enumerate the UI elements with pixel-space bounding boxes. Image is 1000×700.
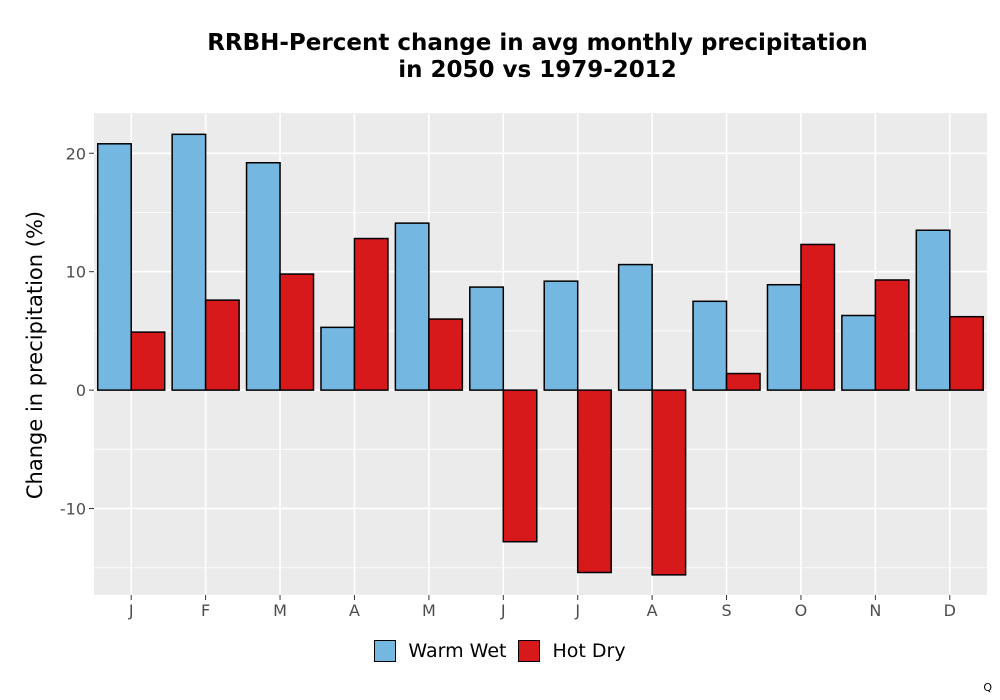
x-tick-label: J [128,601,134,620]
bar-hot-dry-11 [874,279,910,391]
y-tick-label: -10 [60,500,86,519]
bars [96,133,985,576]
bar-hot-dry-3 [279,273,315,391]
bar-hot-dry-8 [651,389,687,576]
bar-warm-wet-3 [245,161,281,391]
bar-warm-wet-4 [320,326,356,391]
x-tick-label: O [795,601,808,620]
bar-warm-wet-7 [543,280,579,391]
corner-mark: Q [983,681,992,694]
x-tick-label: F [201,601,210,620]
bar-warm-wet-8 [617,263,653,391]
legend-swatch-warm-wet [374,640,397,662]
bar-hot-dry-12 [949,315,985,391]
y-tick-label: 0 [76,381,86,400]
bar-hot-dry-10 [800,243,836,391]
legend: Warm Wet Hot Dry [0,640,1000,662]
x-tick-label: J [500,601,506,620]
bar-warm-wet-6 [469,286,505,391]
x-tick-label: N [869,601,881,620]
plot-panel [94,113,987,595]
bar-warm-wet-9 [692,300,728,391]
bar-warm-wet-5 [394,222,430,391]
legend-swatch-hot-dry [518,640,541,662]
x-tick-label: M [273,601,287,620]
x-tick-label: A [647,601,658,620]
bar-hot-dry-1 [130,331,166,391]
bar-warm-wet-10 [766,283,802,391]
chart-title: RRBH-Percent change in avg monthly preci… [90,30,985,84]
bar-hot-dry-2 [204,299,240,391]
legend-label-hot-dry: Hot Dry [552,640,626,662]
bar-warm-wet-11 [841,314,877,391]
y-axis: -10 0 10 20 [60,144,94,519]
y-axis-label: Change in precipitation (%) [23,210,47,500]
legend-item-hot-dry: Hot Dry [518,640,626,662]
legend-label-warm-wet: Warm Wet [408,640,507,662]
x-tick-label: D [944,601,956,620]
bar-warm-wet-12 [915,229,951,391]
bar-hot-dry-7 [576,389,612,574]
legend-item-warm-wet: Warm Wet [374,640,506,662]
x-tick-label: M [422,601,436,620]
chart-title-line-1: RRBH-Percent change in avg monthly preci… [207,30,868,56]
bar-warm-wet-1 [96,143,132,391]
bar-hot-dry-6 [502,389,538,543]
chart-title-line-2: in 2050 vs 1979-2012 [398,57,677,83]
bar-hot-dry-5 [428,318,464,391]
bar-warm-wet-2 [171,133,207,391]
y-tick-label: 10 [66,263,86,282]
x-tick-label: S [721,601,731,620]
x-tick-label: A [349,601,360,620]
bar-hot-dry-4 [353,237,389,391]
bar-hot-dry-9 [725,372,761,391]
x-tick-label: J [574,601,580,620]
y-tick-label: 20 [66,144,86,163]
